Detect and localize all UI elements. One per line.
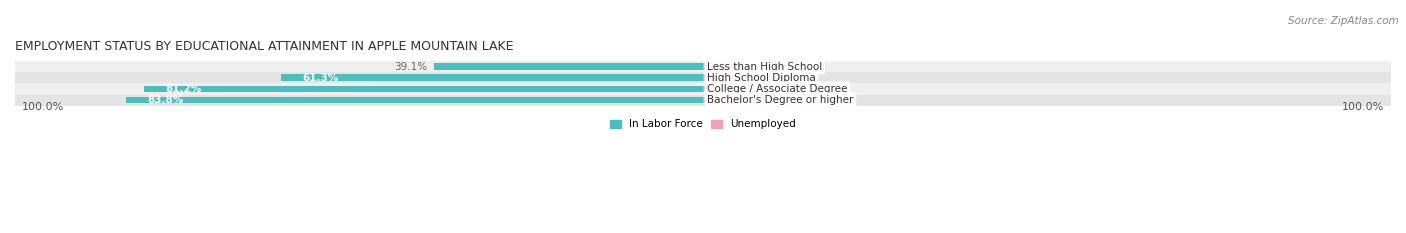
Text: Less than High School: Less than High School bbox=[707, 62, 823, 72]
Text: 0.0%: 0.0% bbox=[758, 84, 785, 94]
Bar bbox=[281, 74, 703, 81]
Bar bbox=[15, 95, 1391, 106]
Text: 81.2%: 81.2% bbox=[165, 84, 201, 94]
Text: 83.8%: 83.8% bbox=[148, 95, 183, 105]
Text: Bachelor's Degree or higher: Bachelor's Degree or higher bbox=[707, 95, 853, 105]
Text: 39.1%: 39.1% bbox=[394, 62, 427, 72]
Bar bbox=[434, 63, 703, 70]
Text: 100.0%: 100.0% bbox=[1341, 102, 1384, 112]
Text: 61.3%: 61.3% bbox=[302, 73, 339, 83]
Bar bbox=[127, 97, 703, 103]
Bar bbox=[145, 86, 703, 92]
Text: High School Diploma: High School Diploma bbox=[707, 73, 815, 83]
Bar bbox=[703, 63, 744, 70]
Text: 0.0%: 0.0% bbox=[758, 95, 785, 105]
Text: 0.0%: 0.0% bbox=[758, 62, 785, 72]
Text: College / Associate Degree: College / Associate Degree bbox=[707, 84, 848, 94]
Bar bbox=[703, 74, 744, 81]
Bar bbox=[703, 86, 744, 92]
Bar bbox=[703, 97, 744, 103]
Text: 0.0%: 0.0% bbox=[758, 73, 785, 83]
Text: 100.0%: 100.0% bbox=[22, 102, 65, 112]
Text: Source: ZipAtlas.com: Source: ZipAtlas.com bbox=[1288, 16, 1399, 26]
Text: EMPLOYMENT STATUS BY EDUCATIONAL ATTAINMENT IN APPLE MOUNTAIN LAKE: EMPLOYMENT STATUS BY EDUCATIONAL ATTAINM… bbox=[15, 40, 513, 53]
Legend: In Labor Force, Unemployed: In Labor Force, Unemployed bbox=[606, 115, 800, 133]
Bar bbox=[15, 72, 1391, 83]
Bar bbox=[15, 61, 1391, 72]
Bar bbox=[15, 83, 1391, 95]
